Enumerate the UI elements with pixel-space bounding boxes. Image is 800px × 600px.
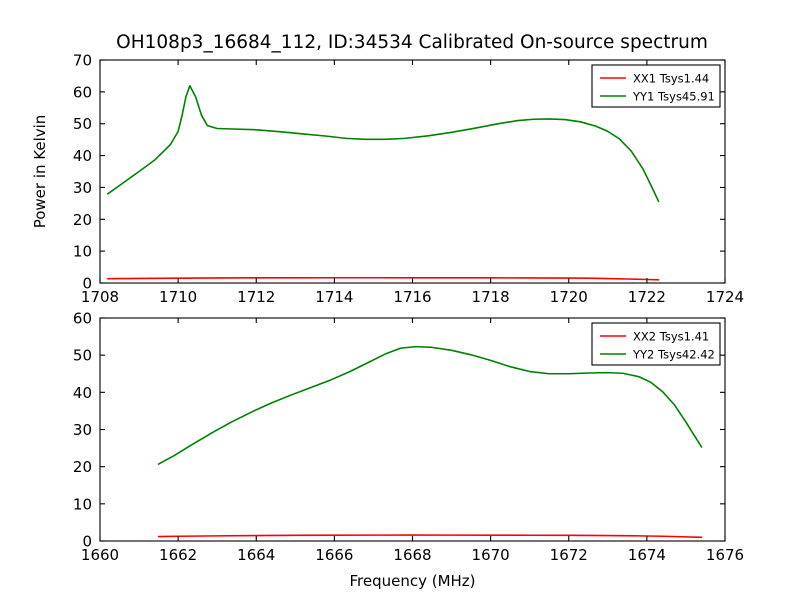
x-tick-label: 1724 [706,288,744,306]
x-tick-label: 1668 [393,546,431,564]
x-tick-label: 1708 [81,288,119,306]
legend-label: YY1 Tsys45.91 [632,90,715,104]
x-tick-label: 1722 [628,288,666,306]
y-tick-label: 50 [73,347,92,365]
x-tick-label: 1670 [472,546,510,564]
x-tick-label: 1672 [550,546,588,564]
legend-box [591,322,721,366]
y-tick-label: 70 [73,52,92,70]
x-tick-label: 1666 [315,546,353,564]
legend-label: XX1 Tsys1.44 [633,72,709,86]
y-tick-label: 40 [73,384,92,402]
y-tick-label: 10 [73,495,92,513]
x-tick-label: 1712 [237,288,275,306]
x-tick-label: 1718 [472,288,510,306]
series-line-yy1 [107,85,660,203]
legend-top: XX1 Tsys1.44 YY1 Tsys45.91 [591,64,721,108]
x-tick-label: 1664 [237,546,275,564]
x-axis-label: Frequency (MHz) [349,572,475,590]
y-tick-label: 20 [73,211,92,229]
legend-label: XX2 Tsys1.41 [633,330,709,344]
series-line-yy2 [157,345,703,465]
y-tick-label: 40 [73,147,92,165]
y-tick-label: 50 [73,115,92,133]
series-line-xx2 [157,534,703,539]
y-tick-label: 0 [82,533,92,551]
panel-bottom: 1660 1662 1664 1666 1668 1670 1672 1674 1676 0 10 2… [73,310,744,591]
y-axis-label: Power in Kelvin [31,115,49,229]
figure-title: OH108p3_16684_112, ID:34534 Calibrated O… [116,32,708,53]
series-line-xx1 [107,276,660,281]
x-tick-label: 1714 [315,288,353,306]
y-tick-label: 30 [73,179,92,197]
y-tick-label: 60 [73,310,92,328]
x-tick-label: 1662 [159,546,197,564]
y-tick-label: 10 [73,243,92,261]
legend-bottom: XX2 Tsys1.41 YY2 Tsys42.42 [591,322,721,366]
legend-box [591,64,721,108]
x-tick-label: 1716 [393,288,431,306]
y-tick-label: 20 [73,458,92,476]
y-tick-label: 0 [82,275,92,293]
y-tick-label: 30 [73,421,92,439]
x-tick-label: 1660 [81,546,119,564]
x-tick-label: 1720 [550,288,588,306]
x-tick-label: 1676 [706,546,744,564]
legend-label: YY2 Tsys42.42 [632,348,715,362]
x-tick-label: 1674 [628,546,666,564]
y-tick-label: 60 [73,83,92,101]
panel-top: 1708 1710 1712 1714 1716 1718 1720 1722 1724 0 10 2… [31,52,744,307]
x-tick-label: 1710 [159,288,197,306]
